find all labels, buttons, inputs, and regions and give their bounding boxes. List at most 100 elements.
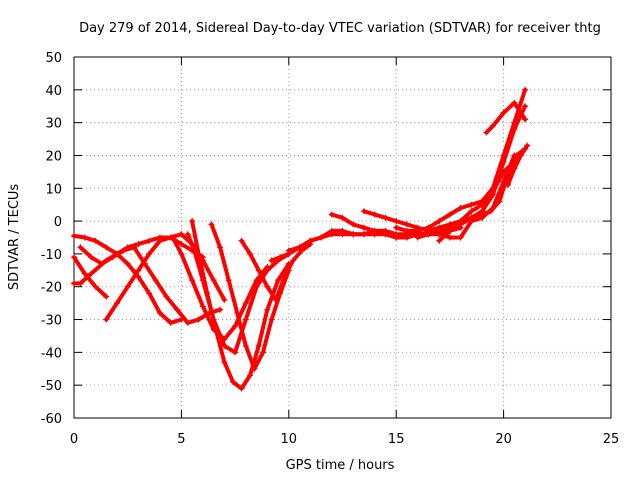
data-point (81, 234, 88, 241)
data-point (195, 250, 202, 257)
data-point (264, 267, 271, 274)
data-point (221, 296, 228, 303)
data-point (468, 218, 475, 225)
y-tick-label: 10 (45, 182, 62, 197)
data-point (152, 277, 159, 284)
data-point (436, 237, 443, 244)
data-point (350, 221, 357, 228)
data-point (156, 309, 163, 316)
chart-title: Day 279 of 2014, Sidereal Day-to-day VTE… (79, 21, 601, 36)
x-axis-label: GPS time / hours (286, 458, 395, 473)
x-tick-label: 20 (495, 432, 512, 447)
data-point (98, 260, 105, 267)
data-point (167, 319, 174, 326)
data-point (124, 283, 131, 290)
data-point (109, 254, 116, 261)
data-point (103, 293, 110, 300)
data-point (163, 293, 170, 300)
data-point (251, 365, 258, 372)
data-point (457, 218, 464, 225)
data-point (120, 247, 127, 254)
data-point (81, 270, 88, 277)
data-point (71, 254, 77, 261)
y-tick-label: -60 (41, 412, 62, 427)
x-tick-label: 25 (603, 432, 620, 447)
data-point (260, 349, 267, 356)
data-point (217, 244, 224, 251)
series-line-7 (190, 219, 291, 391)
data-point (135, 267, 142, 274)
data-point (275, 277, 282, 284)
data-point (511, 99, 518, 106)
data-point (71, 280, 77, 287)
data-point (146, 237, 153, 244)
data-point (489, 188, 496, 195)
data-point (350, 231, 357, 238)
data-point (285, 247, 292, 254)
data-point (524, 142, 531, 149)
data-point (457, 204, 464, 211)
data-point (511, 126, 518, 133)
data-point (307, 237, 314, 244)
data-point (479, 201, 486, 208)
data-point (232, 323, 239, 330)
y-tick-label: -30 (41, 314, 62, 329)
data-point (189, 218, 196, 225)
data-point (403, 221, 410, 228)
data-point (479, 211, 486, 218)
data-point (225, 277, 232, 284)
data-point (328, 227, 335, 234)
data-point (174, 306, 181, 313)
data-point (195, 316, 202, 323)
data-point (71, 232, 77, 239)
data-point (88, 254, 95, 261)
data-point (234, 309, 241, 316)
data-point (238, 237, 245, 244)
data-point (393, 218, 400, 225)
data-point (232, 349, 239, 356)
data-point (517, 152, 524, 159)
x-tick-label: 5 (177, 432, 185, 447)
y-tick-label: -40 (41, 346, 62, 361)
data-point (446, 234, 453, 241)
data-point (425, 231, 432, 238)
data-point (339, 227, 346, 234)
data-point (103, 316, 110, 323)
data-point (328, 211, 335, 218)
series-line-8 (209, 222, 291, 371)
series-line-20 (505, 143, 530, 187)
y-tick-label: 0 (54, 215, 62, 230)
data-point (360, 231, 367, 238)
data-point (255, 342, 262, 349)
data-point (210, 277, 217, 284)
data-point (146, 290, 153, 297)
data-point (522, 103, 529, 110)
data-point (272, 296, 279, 303)
y-tick-label: 50 (45, 51, 62, 66)
data-point (457, 234, 464, 241)
data-point (403, 234, 410, 241)
data-point (255, 267, 262, 274)
data-point (212, 326, 219, 333)
y-tick-label: -10 (41, 248, 62, 263)
data-point (425, 224, 432, 231)
data-point (92, 237, 99, 244)
data-point (221, 342, 228, 349)
data-point (522, 116, 529, 123)
data-point (382, 214, 389, 221)
data-point (522, 86, 529, 93)
data-point (382, 231, 389, 238)
data-point (131, 244, 138, 251)
data-point (268, 257, 275, 264)
data-point (178, 231, 185, 238)
data-point (436, 218, 443, 225)
data-point (146, 250, 153, 257)
data-point (360, 208, 367, 215)
data-point (468, 208, 475, 215)
data-point (169, 234, 176, 241)
series-line-3 (72, 255, 109, 299)
x-tick-label: 0 (70, 432, 78, 447)
data-point (77, 280, 84, 287)
data-point (468, 201, 475, 208)
